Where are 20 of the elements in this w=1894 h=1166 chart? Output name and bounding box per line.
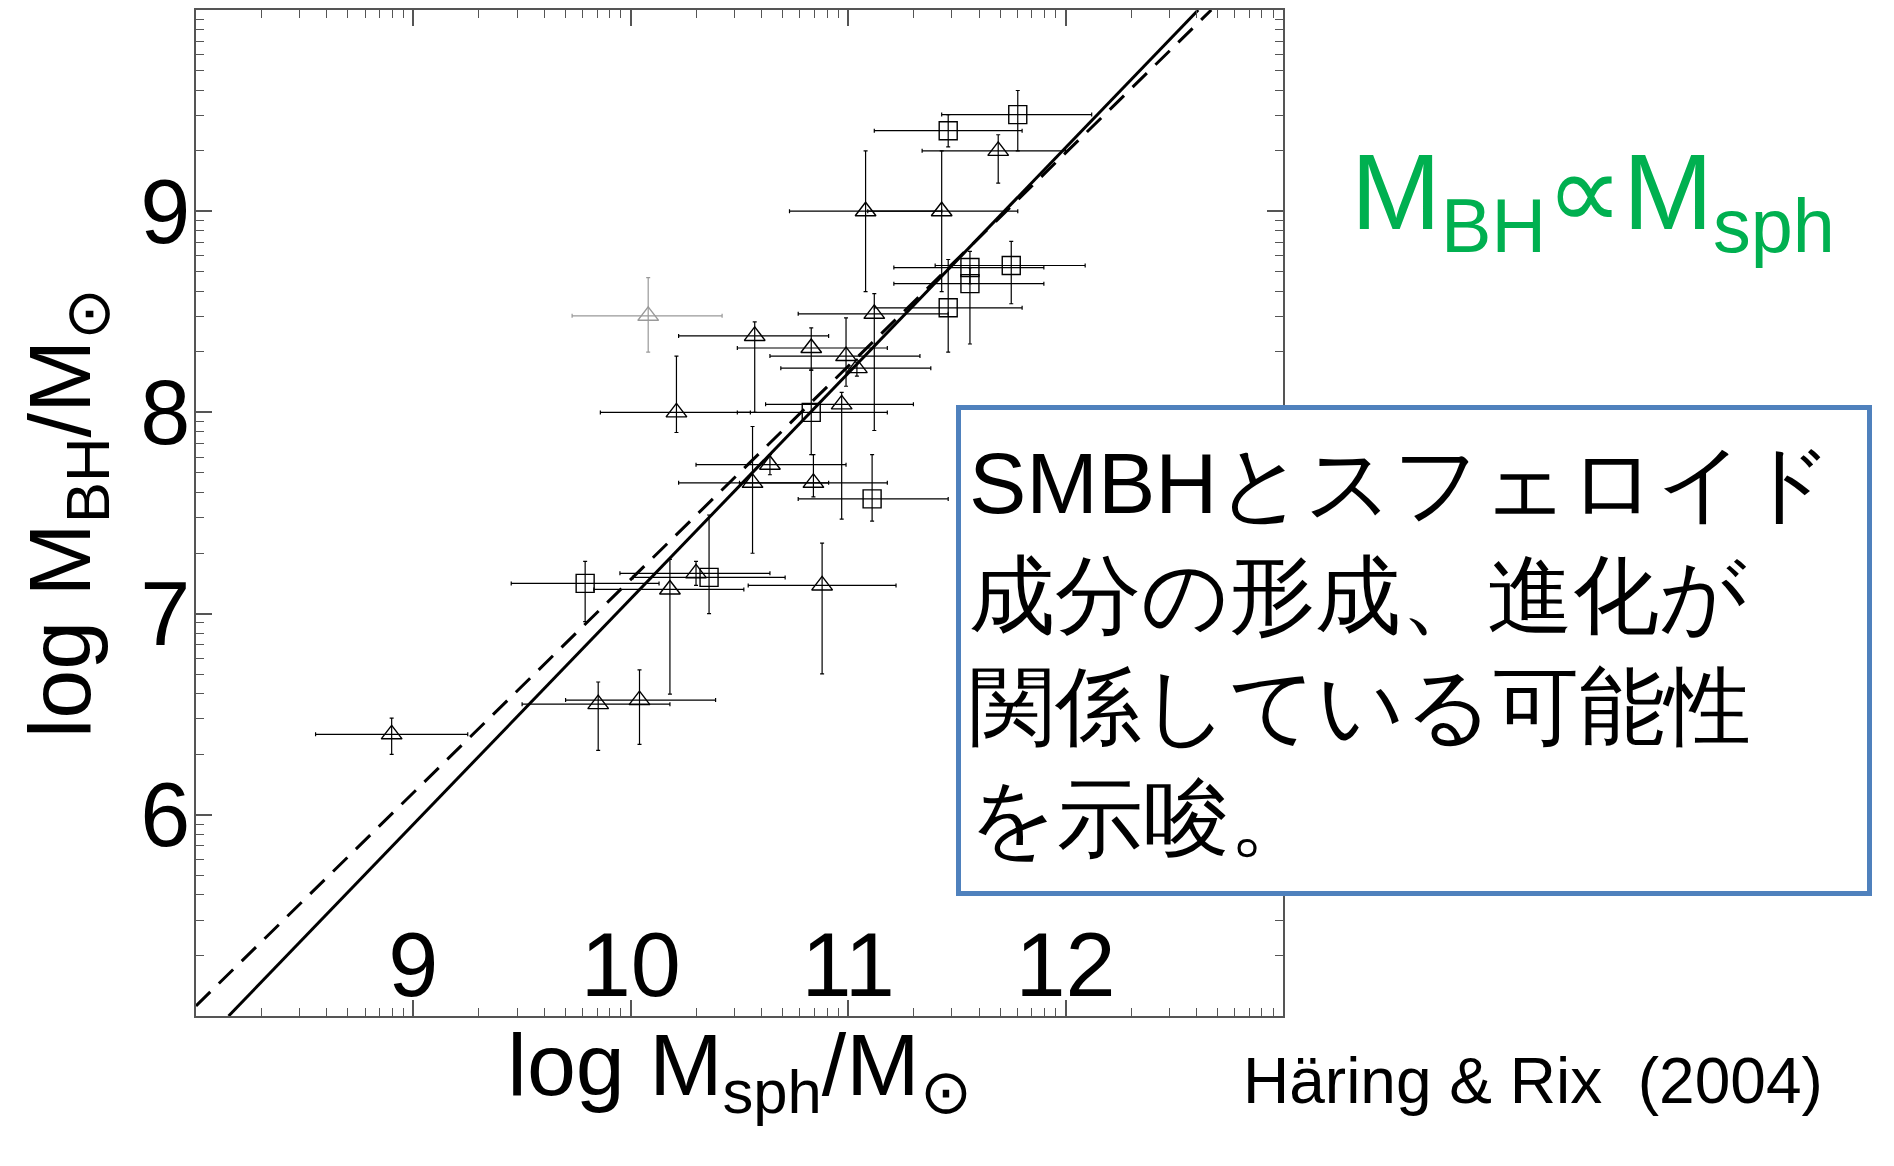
point: [960, 257, 980, 278]
point: [938, 121, 958, 141]
x-tick-label: 11: [801, 914, 895, 1015]
y-tick-label: 8: [140, 362, 191, 463]
y-tick-label: 6: [140, 765, 191, 866]
point: [960, 273, 980, 294]
point: [938, 298, 958, 318]
y-tick-label: 7: [140, 564, 191, 665]
point: [801, 402, 821, 423]
text: Häring & Rix (2004): [1243, 1045, 1823, 1117]
x-axis-title: log M$_{sph}$/M$_{⊙}$: [507, 1014, 972, 1127]
annotation: SMBHとスフェロイド成分の形成、進化が関係している可能性を示唆。: [969, 434, 1834, 867]
y-tick-label: 9: [140, 161, 191, 262]
x-tick-label: 9: [388, 914, 439, 1015]
point: [1008, 104, 1028, 125]
point: [862, 489, 882, 509]
x-tick-label: 12: [1015, 914, 1116, 1015]
point: [1001, 255, 1021, 276]
x-tick-label: 10: [580, 914, 681, 1015]
text: M$_{BH}$∝M$_{sph}$: [1351, 131, 1835, 268]
